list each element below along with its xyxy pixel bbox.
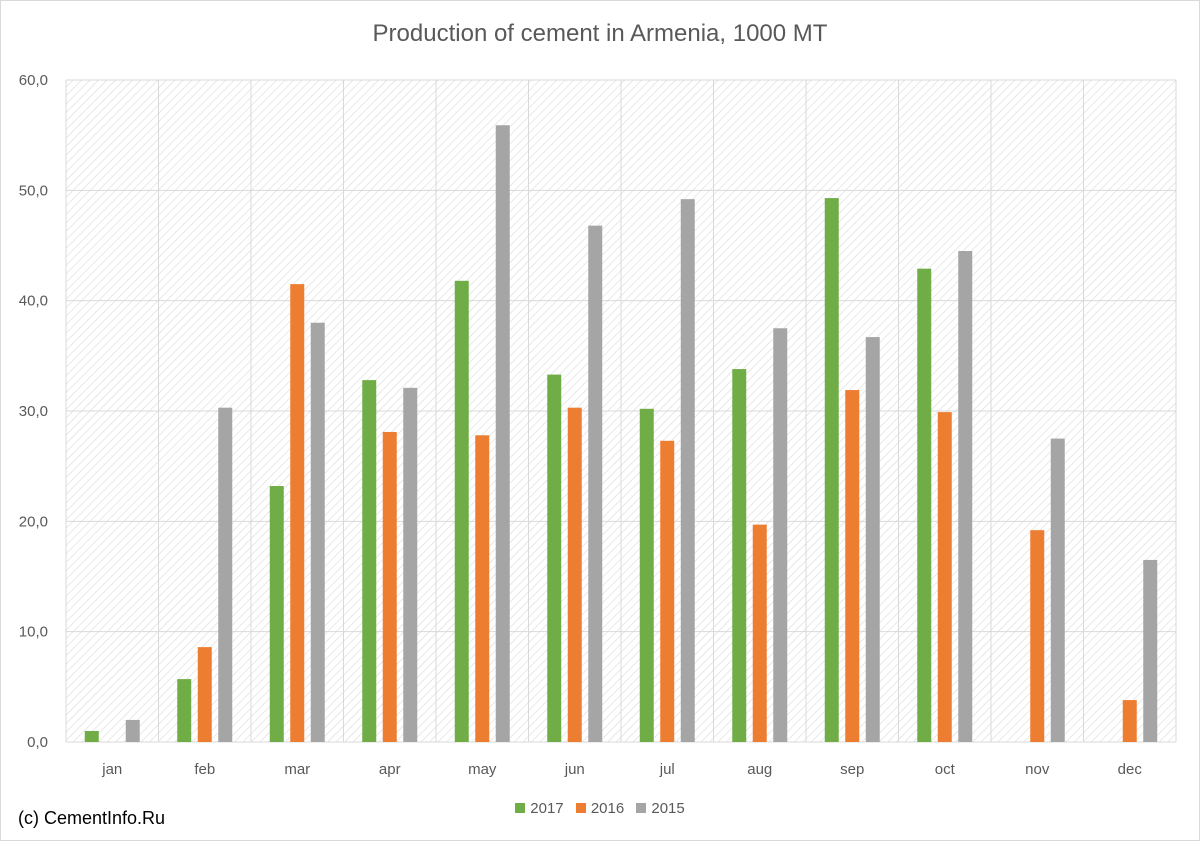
bar-2016-dec (1122, 700, 1137, 742)
legend-label-2017: 2017 (530, 800, 564, 817)
bar-2017-oct (917, 268, 932, 742)
x-tick-label-jun: jun (564, 761, 585, 778)
x-tick-label-aug: aug (747, 761, 772, 778)
x-tick-label-jul: jul (659, 761, 675, 778)
y-tick-label: 30,0 (19, 403, 48, 420)
y-tick-label: 40,0 (19, 293, 48, 310)
legend: 2017 2016 2015 (0, 800, 1200, 817)
bar-2015-feb (218, 407, 233, 742)
bar-2016-apr (382, 431, 397, 742)
legend-swatch-2017 (515, 803, 526, 813)
bar-2016-aug (752, 524, 767, 742)
x-tick-label-oct: oct (935, 761, 956, 778)
legend-item-2016: 2016 (575, 800, 625, 817)
bar-2016-mar (290, 284, 305, 742)
bar-2017-feb (177, 679, 192, 742)
bar-2017-jul (639, 408, 654, 742)
bar-2016-feb (197, 647, 212, 742)
bar-2017-mar (269, 486, 284, 742)
bar-2016-jul (660, 440, 675, 742)
bar-2015-jan (125, 719, 140, 742)
bar-2015-nov (1050, 438, 1065, 742)
bar-2016-nov (1030, 530, 1045, 742)
y-tick-label: 60,0 (19, 72, 48, 89)
legend-label-2016: 2016 (590, 800, 625, 817)
legend-item-2017: 2017 (515, 800, 564, 817)
bar-2017-sep (824, 198, 839, 743)
chart-title: Production of cement in Armenia, 1000 MT (372, 20, 828, 47)
x-tick-label-mar: mar (284, 761, 310, 778)
source-credit: (c) CementInfo.Ru (18, 808, 166, 828)
bar-2017-aug (732, 369, 747, 742)
legend-swatch-2016 (575, 803, 586, 813)
legend-label-2015: 2015 (651, 800, 685, 817)
bar-2015-may (495, 125, 510, 742)
x-tick-label-feb: feb (194, 761, 215, 778)
x-tick-label-sep: sep (840, 761, 864, 778)
bar-2015-jun (588, 225, 603, 742)
y-tick-label: 20,0 (19, 513, 48, 530)
x-tick-label-nov: nov (1025, 761, 1050, 778)
bar-2015-apr (403, 387, 418, 742)
x-tick-label-dec: dec (1118, 761, 1143, 778)
legend-item-2015: 2015 (636, 800, 685, 817)
y-tick-label: 0,0 (27, 734, 48, 751)
bar-2015-jul (680, 199, 695, 742)
bar-2017-jan (84, 730, 99, 742)
bar-2016-sep (845, 390, 860, 742)
y-tick-label: 50,0 (19, 182, 48, 199)
bar-2016-oct (937, 412, 952, 742)
x-tick-label-jan: jan (101, 761, 122, 778)
bar-2017-apr (362, 380, 377, 742)
bar-2016-may (475, 435, 490, 742)
bar-2015-aug (773, 328, 788, 742)
bar-2017-may (454, 280, 469, 742)
bar-2015-mar (310, 322, 325, 742)
legend-swatch-2015 (636, 803, 647, 813)
bar-2017-jun (547, 374, 562, 742)
bar-2015-oct (958, 251, 973, 742)
bar-2015-dec (1143, 559, 1158, 742)
x-tick-label-may: may (468, 761, 497, 778)
bar-2015-sep (865, 337, 880, 742)
y-tick-label: 10,0 (19, 624, 48, 641)
bar-2016-jun (567, 407, 582, 742)
x-tick-label-apr: apr (379, 761, 401, 778)
